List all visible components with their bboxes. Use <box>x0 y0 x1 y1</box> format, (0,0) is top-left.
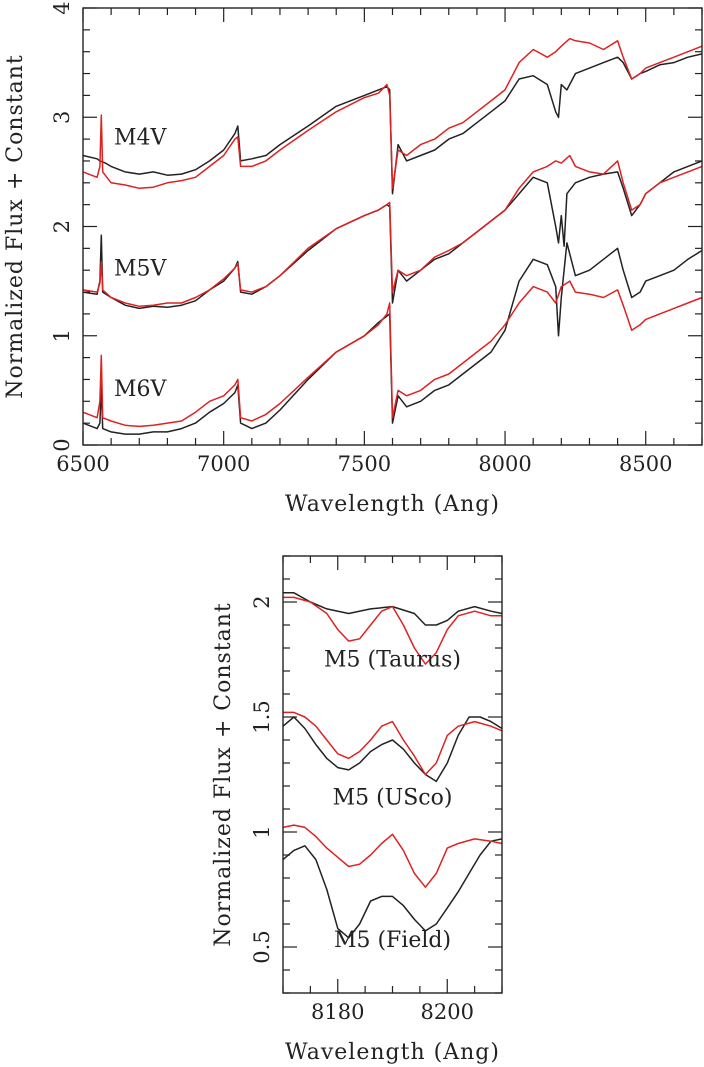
x-tick-label: 8000 <box>478 452 531 476</box>
x-tick-label: 6500 <box>56 452 109 476</box>
y-tick-label: 2 <box>250 595 274 608</box>
y-axis-label: Normalized Flux + Constant <box>211 602 236 947</box>
series-line-red-4 <box>283 711 503 776</box>
series-line-black-1 <box>283 592 503 626</box>
x-tick-label: 8180 <box>311 1000 364 1024</box>
y-tick-label: 1 <box>250 825 274 838</box>
y-axis-label: Normalized Flux + Constant <box>3 54 28 399</box>
series-annotation: M5V <box>114 257 168 282</box>
series-line-black-3 <box>282 716 503 783</box>
series-line-black-5 <box>282 838 503 939</box>
series-line-red-2 <box>82 37 703 190</box>
x-tick-label: 7500 <box>338 452 391 476</box>
y-tick-label: 0.5 <box>250 930 274 963</box>
panel-2: 8180 8200 0.5 1 1.5 2 Wavelength (Ang) Normaliz… <box>211 555 503 1065</box>
y-tick-label: 0 <box>50 438 74 451</box>
y-tick-label: 2 <box>50 220 74 233</box>
x-axis-label: Wavelength (Ang) <box>285 492 500 517</box>
series-line-red-4 <box>82 154 703 308</box>
y-tick-label: 1 <box>50 329 74 342</box>
plot-frame <box>82 7 703 446</box>
x-tick-label: 7000 <box>197 452 250 476</box>
series-annotation: M5 (Taurus) <box>324 647 461 672</box>
series-line-red-6 <box>82 280 703 428</box>
series-annotation: M5 (Field) <box>334 928 451 953</box>
series-line-black-5 <box>82 242 703 435</box>
series-line-red-6 <box>282 824 503 888</box>
x-tick-label: 8500 <box>619 452 672 476</box>
series-annotation: M5 (USco) <box>333 785 453 810</box>
y-tick-label: 4 <box>50 1 74 14</box>
series-line-black-3 <box>82 160 703 310</box>
y-tick-label: 3 <box>50 111 74 124</box>
series-annotation: M4V <box>114 126 168 151</box>
panel-1: 6500 7000 7500 8000 8500 0 1 2 3 4 Wavelength (Ang… <box>3 1 703 517</box>
y-tick-label: 1.5 <box>250 700 274 733</box>
x-axis-label: Wavelength (Ang) <box>285 1040 500 1065</box>
x-tick-label: 8200 <box>421 1000 474 1024</box>
series-annotation: M6V <box>114 377 168 402</box>
series-line-red-2 <box>283 596 502 665</box>
